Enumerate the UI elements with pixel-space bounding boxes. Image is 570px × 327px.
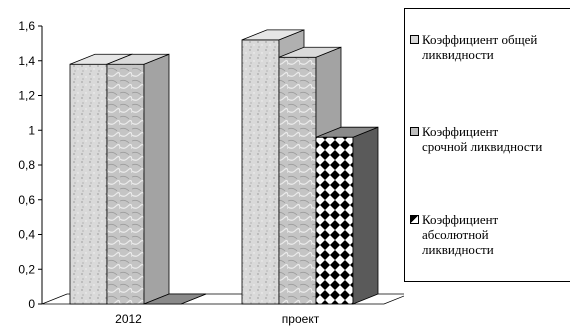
y-tick-label: 1 bbox=[28, 123, 35, 137]
legend-item-general-liquidity: Коэффициент общей ликвидности bbox=[410, 32, 570, 62]
legend-swatch bbox=[410, 127, 419, 136]
x-tick-label: проект bbox=[282, 312, 320, 326]
bar bbox=[143, 293, 207, 305]
legend-label: Коэффициент срочной ликвидности bbox=[422, 124, 543, 154]
y-tick-label: 0,4 bbox=[18, 228, 35, 242]
y-tick-label: 0 bbox=[28, 297, 35, 311]
bar bbox=[315, 126, 379, 305]
bar-top bbox=[241, 29, 305, 41]
legend-label: Коэффициент общей ликвидности bbox=[422, 32, 538, 62]
y-tick-label: 1,4 bbox=[18, 54, 35, 68]
bar-side bbox=[143, 53, 170, 305]
legend-swatch bbox=[410, 215, 419, 224]
bar-top bbox=[106, 53, 170, 65]
legend-swatch bbox=[410, 35, 419, 44]
legend-item-quick-liquidity: Коэффициент срочной ликвидности bbox=[410, 124, 570, 154]
legend: Коэффициент общей ликвидности Коэффициен… bbox=[404, 8, 570, 282]
legend-item-absolute-liquidity: Коэффициент абсолютной ликвидности bbox=[410, 212, 570, 257]
y-tick-label: 1,6 bbox=[18, 19, 35, 33]
y-tick-label: 0,6 bbox=[18, 193, 35, 207]
bar-top bbox=[143, 293, 207, 305]
bar-front bbox=[241, 39, 280, 305]
bar-top bbox=[315, 126, 379, 138]
bar-top bbox=[278, 46, 342, 58]
y-tick-label: 0,8 bbox=[18, 158, 35, 172]
bar-front bbox=[106, 63, 145, 305]
x-tick-label: 2012 bbox=[115, 312, 142, 326]
bars bbox=[69, 29, 379, 305]
bar-chart: 0 0,2 0,4 0,6 0,8 1 1,2 1,4 1,6 2012 проект bbox=[18, 19, 404, 326]
y-tick-label: 1,2 bbox=[18, 89, 35, 103]
labels: 0 0,2 0,4 0,6 0,8 1 1,2 1,4 1,6 2012 проект bbox=[18, 19, 319, 326]
bar-front bbox=[278, 56, 317, 305]
legend-label: Коэффициент абсолютной ликвидности bbox=[422, 212, 499, 257]
bar bbox=[106, 53, 170, 305]
bar-front bbox=[315, 136, 354, 305]
bar-front bbox=[69, 63, 108, 305]
bar-side bbox=[352, 126, 379, 305]
y-tick-label: 0,2 bbox=[18, 262, 35, 276]
